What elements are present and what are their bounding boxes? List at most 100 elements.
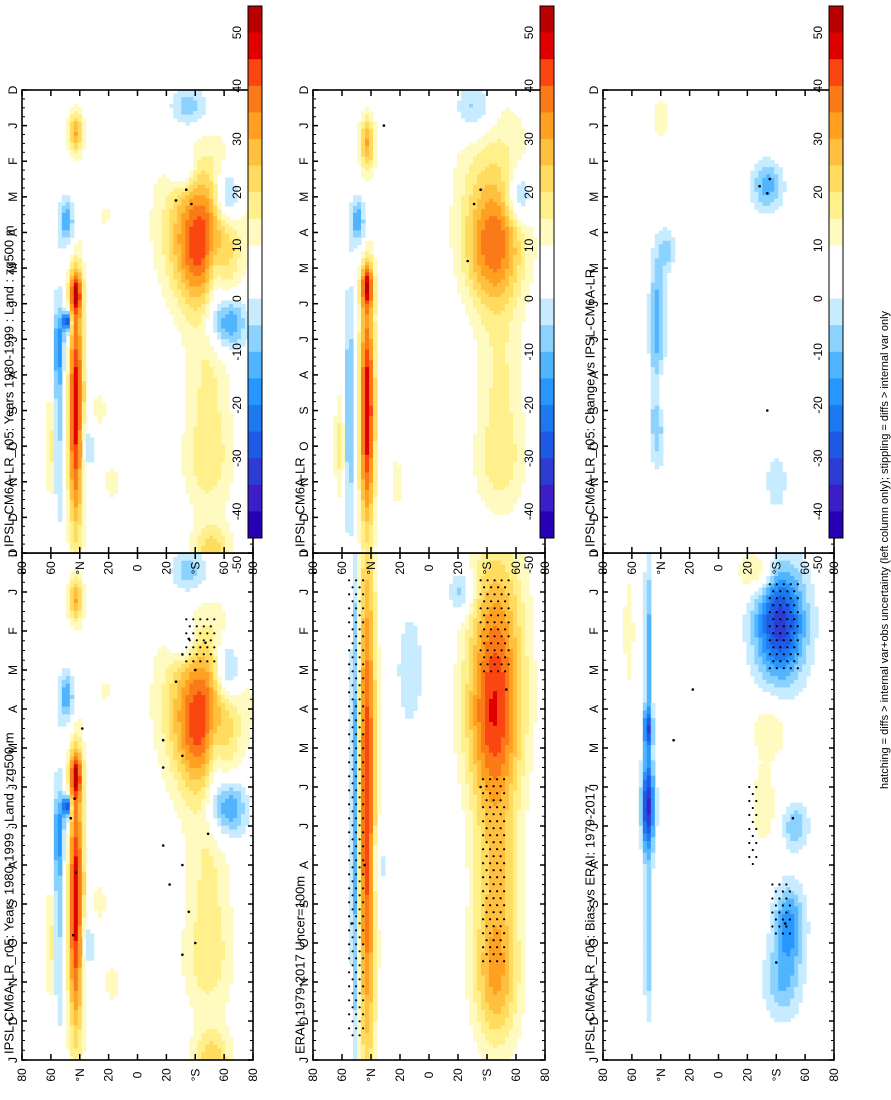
field-cell — [209, 349, 214, 354]
field-cell — [197, 244, 202, 249]
field-cell — [233, 668, 238, 673]
field-cell — [189, 388, 194, 393]
field-cell — [193, 433, 198, 438]
field-cell — [177, 583, 182, 589]
field-cell — [181, 783, 186, 788]
field-cell — [189, 910, 194, 915]
field-cell — [193, 314, 198, 319]
field-cell — [217, 687, 222, 692]
field-cell — [53, 437, 59, 442]
field-cell — [209, 614, 214, 619]
field-cell — [81, 461, 87, 466]
field-cell — [161, 683, 166, 689]
field-cell — [69, 1033, 75, 1038]
field-cell — [165, 779, 170, 785]
field-cell — [49, 444, 55, 449]
field-cell — [201, 618, 206, 623]
field-cell — [81, 829, 87, 834]
field-cell — [197, 894, 202, 900]
field-cell — [205, 798, 210, 804]
field-cell — [213, 1033, 218, 1038]
field-cell — [57, 381, 63, 386]
field-cell — [197, 1040, 202, 1046]
field-cell — [221, 1010, 226, 1015]
field-cell — [81, 821, 87, 827]
field-cell — [173, 556, 178, 562]
field-cell — [217, 332, 222, 337]
field-cell — [201, 419, 206, 424]
field-cell — [237, 244, 242, 249]
field-cell — [153, 191, 159, 196]
field-cell — [205, 363, 210, 368]
field-cell — [217, 871, 222, 877]
field-cell — [221, 240, 226, 245]
field-cell — [61, 356, 67, 361]
field-cell — [69, 353, 75, 358]
field-cell — [249, 695, 253, 700]
field-cell — [185, 914, 190, 919]
field-cell — [197, 914, 202, 919]
field-cell — [213, 412, 218, 417]
field-cell — [221, 142, 226, 147]
field-cell — [57, 971, 63, 977]
field-cell — [81, 128, 87, 133]
field-cell — [77, 261, 83, 266]
field-cell — [213, 458, 218, 463]
field-cell — [65, 698, 71, 704]
field-cell — [209, 205, 214, 210]
field-cell — [189, 184, 194, 189]
field-cell — [217, 268, 222, 273]
field-cell — [193, 829, 198, 834]
field-cell — [65, 447, 71, 452]
field-cell — [73, 602, 79, 608]
field-cell — [69, 821, 75, 827]
field-cell — [237, 339, 242, 344]
field-cell — [229, 718, 234, 723]
field-cell — [81, 342, 87, 347]
field-cell — [153, 244, 159, 249]
field-cell — [153, 251, 159, 256]
field-cell — [153, 722, 159, 727]
field-cell — [205, 282, 210, 288]
field-cell — [57, 914, 63, 919]
field-cell — [217, 307, 222, 312]
field-cell — [189, 296, 194, 302]
field-cell — [221, 698, 226, 704]
field-cell — [245, 710, 250, 715]
field-cell — [61, 718, 67, 723]
field-cell — [205, 729, 210, 735]
field-cell — [225, 468, 230, 473]
field-cell — [77, 458, 83, 463]
field-cell — [197, 871, 202, 877]
field-cell — [189, 1052, 194, 1057]
field-cell — [193, 440, 198, 445]
field-cell — [177, 564, 182, 569]
field-cell — [213, 195, 218, 200]
field-cell — [245, 226, 250, 231]
field-cell — [61, 342, 67, 347]
field-cell — [197, 856, 202, 861]
field-cell — [173, 111, 178, 116]
field-cell — [209, 660, 214, 665]
field-cell — [57, 695, 63, 700]
field-cell — [229, 1036, 234, 1042]
field-cell — [185, 90, 190, 95]
field-cell — [185, 894, 190, 900]
field-cell — [69, 768, 75, 773]
field-cell — [53, 891, 59, 896]
field-cell — [233, 810, 238, 815]
field-cell — [193, 100, 198, 105]
field-cell — [197, 633, 202, 639]
field-cell — [185, 272, 190, 277]
field-cell — [89, 944, 95, 950]
field-cell — [173, 652, 178, 658]
field-cell — [69, 125, 75, 130]
field-cell — [201, 472, 206, 477]
field-cell — [69, 595, 75, 600]
field-cell — [73, 572, 79, 577]
field-cell — [205, 698, 210, 704]
field-cell — [65, 691, 71, 696]
field-cell — [73, 587, 79, 593]
field-cell — [157, 649, 162, 654]
field-cell — [57, 825, 63, 831]
